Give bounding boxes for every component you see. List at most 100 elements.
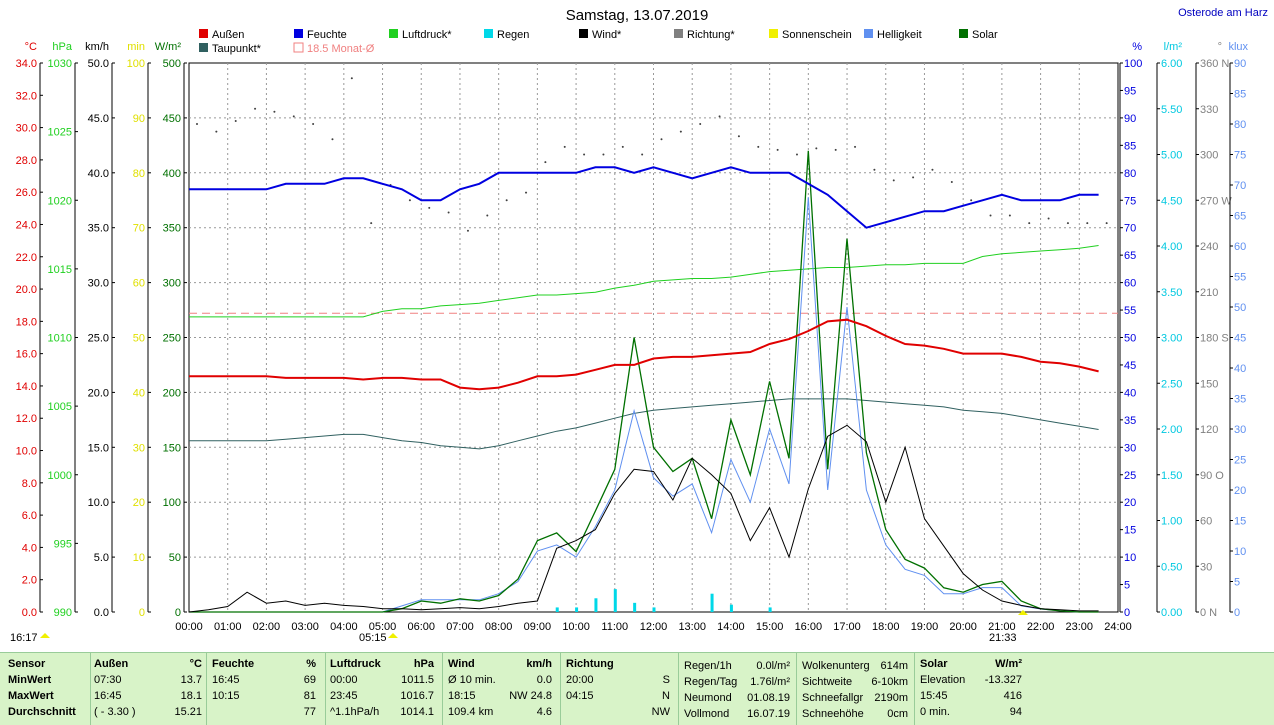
axis-tick-label: 25 <box>1234 455 1246 467</box>
axis-tick-label: 0 <box>175 607 181 619</box>
axis-tick-label: 15.0 <box>88 442 109 454</box>
footer-separator <box>206 653 207 725</box>
axis-tick-label: 0.00 <box>1161 607 1182 619</box>
chart-legend: Außen Feuchte Luftdruck* Regen Wind* Richtung… <box>199 29 998 55</box>
right-axes: %100959085807570656055504540353025201510… <box>1119 41 1248 619</box>
rain-bar <box>555 607 559 612</box>
footer-separator <box>796 653 797 725</box>
time-tick-label: 08:00 <box>485 621 513 633</box>
axis-tick-label: 150 <box>1200 378 1218 390</box>
direction-dot <box>873 168 876 171</box>
axis-tick-label: 50 <box>1234 302 1246 314</box>
series-line-luftdruck <box>189 245 1099 318</box>
axis-tick-label: 50 <box>133 333 145 345</box>
footer-separator <box>914 653 915 725</box>
time-tick-label: 00:00 <box>175 621 203 633</box>
direction-dot <box>757 145 760 148</box>
axis-tick-label: 5 <box>1124 580 1130 592</box>
footer-luftdruck: Luftdruck hPa 00:00 1011.5 23:45 1016.7 ^1.… <box>330 658 434 718</box>
time-tick-label: 14:00 <box>717 621 745 633</box>
footer-separator <box>560 653 561 725</box>
axis-tick-label: 20.0 <box>88 387 109 399</box>
axis-tick-label: 75 <box>1124 195 1136 207</box>
axis-tick-label: 90 <box>133 113 145 125</box>
axis-tick-label: 30 <box>1234 424 1246 436</box>
time-tick-label: 23:00 <box>1066 621 1094 633</box>
axis-tick-label: 90 O <box>1200 470 1224 482</box>
axis-tick-label: 65 <box>1234 211 1246 223</box>
sunset-marker <box>1018 610 1028 615</box>
axis-tick-label: 20.0 <box>16 284 37 296</box>
direction-dot <box>505 199 508 202</box>
legend-swatch <box>199 43 208 52</box>
axis-tick-label: 350 <box>163 223 181 235</box>
axis-tick-label: 70 <box>1234 180 1246 192</box>
axis-tick-label: 6.00 <box>1161 58 1182 70</box>
axis-tick-label: 5 <box>1234 577 1240 589</box>
legend-label: Außen <box>212 29 244 41</box>
rain-bar <box>613 589 617 612</box>
direction-dot <box>408 199 411 202</box>
axis-tick-label: 95 <box>1124 85 1136 97</box>
axis-tick-label: 995 <box>54 538 72 550</box>
direction-dot <box>970 199 973 202</box>
axis-tick-label: 60 <box>1200 516 1212 528</box>
time-tick-label: 03:00 <box>291 621 319 633</box>
axis-tick-label: 450 <box>163 113 181 125</box>
time-tick-label: 10:00 <box>562 621 590 633</box>
axis-tick-label: 5.50 <box>1161 104 1182 116</box>
footer-sensor: Sensor MinWert MaxWert Durchschnitt <box>8 658 76 718</box>
direction-dot <box>1028 222 1031 225</box>
legend-label: Luftdruck* <box>402 29 452 41</box>
rain-bar <box>575 607 579 612</box>
axis-tick-label: 1015 <box>48 264 72 276</box>
time-tick-label: 21:00 <box>988 621 1016 633</box>
direction-dot <box>699 123 702 125</box>
axis-unit: W/m² <box>155 41 182 53</box>
direction-dot <box>273 110 276 113</box>
axis-tick-label: 5.00 <box>1161 150 1182 162</box>
axis-unit: % <box>1132 41 1142 53</box>
axis-unit: l/m² <box>1164 41 1183 53</box>
axis-unit: klux <box>1228 41 1248 53</box>
axis-tick-label: 10 <box>133 552 145 564</box>
axis-tick-label: 4.00 <box>1161 241 1182 253</box>
axis-tick-label: 2.00 <box>1161 424 1182 436</box>
direction-dot <box>641 153 644 156</box>
legend-label: Regen <box>497 29 529 41</box>
axis-unit: min <box>127 41 145 53</box>
axis-tick-label: 10 <box>1124 552 1136 564</box>
axis-tick-label: 2.50 <box>1161 378 1182 390</box>
chart-grid <box>188 62 1119 613</box>
stats-footer: Sensor MinWert MaxWert Durchschnitt Auße… <box>0 652 1274 725</box>
legend-label: Richtung* <box>687 29 735 41</box>
direction-dot <box>912 176 915 179</box>
axis-tick-label: 360 N <box>1200 58 1229 70</box>
sun-hours-label: 16:17 <box>10 632 38 644</box>
series-line-außen <box>189 318 1099 391</box>
axis-tick-label: 16.0 <box>16 349 37 361</box>
axis-tick-label: 26.0 <box>16 187 37 199</box>
direction-dot <box>234 119 237 122</box>
axis-tick-label: 40 <box>133 387 145 399</box>
direction-dot <box>1105 222 1108 225</box>
footer-aussen: Außen °C 07:30 13.7 16:45 18.1 ( - 3.30 ) 15… <box>94 658 202 718</box>
axis-tick-label: 32.0 <box>16 90 37 102</box>
legend-label: Sonnenschein <box>782 29 852 41</box>
rain-bar <box>710 593 714 612</box>
time-tick-label: 01:00 <box>214 621 242 633</box>
direction-dot <box>1086 222 1089 225</box>
direction-dot <box>583 153 586 156</box>
axis-tick-label: 6.0 <box>22 510 37 522</box>
axis-tick-label: 0.0 <box>94 607 109 619</box>
axis-tick-label: 1000 <box>48 470 72 482</box>
axis-tick-label: 35 <box>1124 415 1136 427</box>
direction-dot <box>196 123 198 125</box>
time-axis: 00:00 01:00 02:00 03:00 04:00 05:00 06:00 07:00… <box>175 621 1132 633</box>
axis-tick-label: 100 <box>127 58 145 70</box>
axis-tick-label: 0 N <box>1200 607 1217 619</box>
axis-tick-label: 1005 <box>48 401 72 413</box>
sunrise-label: 05:15 <box>359 632 387 644</box>
legend-swatch <box>199 29 208 38</box>
axis-tick-label: 45 <box>1234 333 1246 345</box>
